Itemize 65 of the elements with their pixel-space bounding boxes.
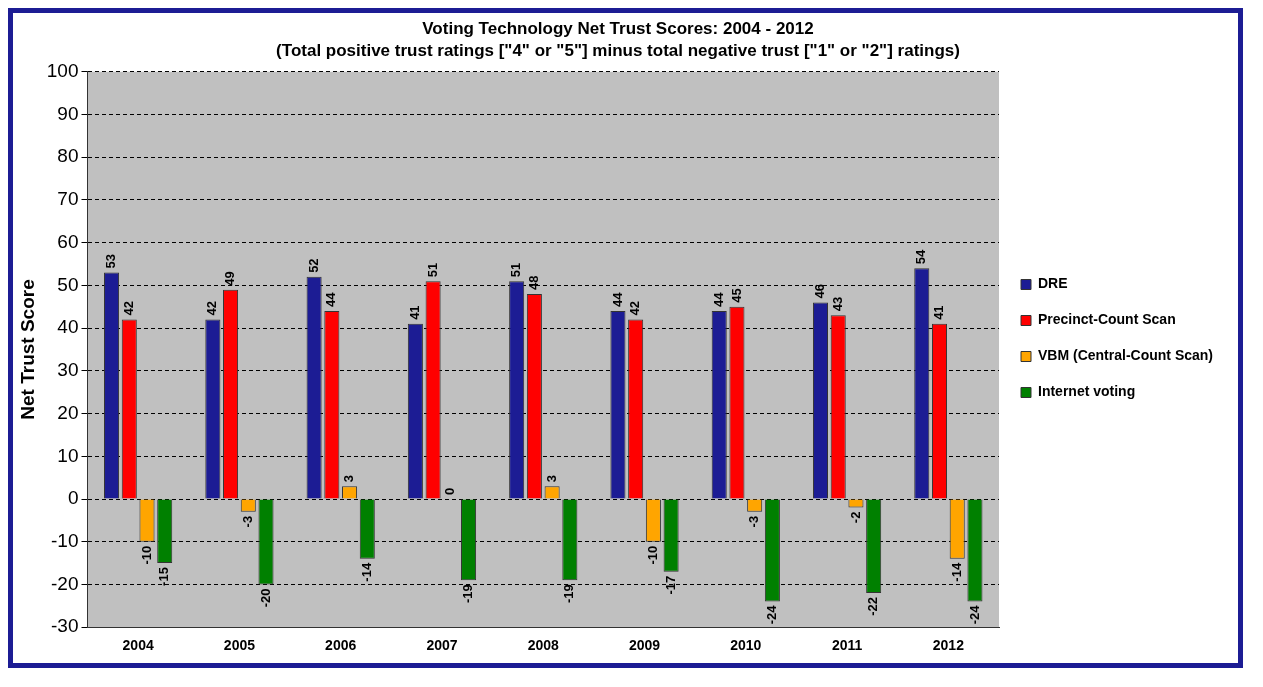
x-tick-label: 2007 [426, 637, 458, 654]
data-label: 42 [627, 301, 643, 316]
data-label: -10 [644, 545, 660, 565]
x-tick-label: 2005 [223, 637, 256, 654]
y-tick-label: 30 [57, 359, 79, 381]
data-label: -24 [966, 604, 982, 625]
data-label: 51 [508, 262, 524, 278]
data-label: 46 [812, 284, 828, 299]
data-label: 41 [406, 305, 422, 320]
data-label: 44 [323, 291, 339, 308]
data-label: 3 [341, 474, 357, 483]
data-label: 51 [424, 262, 440, 278]
data-label: -20 [257, 588, 273, 608]
data-label: -3 [746, 515, 762, 528]
y-tick-label: -20 [51, 572, 79, 594]
y-axis-title: Net Trust Score [16, 279, 38, 420]
legend-label: Precinct-Count Scan [1038, 311, 1176, 328]
data-label: 43 [829, 296, 845, 312]
legend-label: VBM (Central-Count Scan) [1038, 347, 1213, 364]
y-tick-label: 50 [57, 273, 79, 295]
y-tick-label: 70 [57, 188, 79, 210]
data-label: -14 [948, 562, 964, 582]
x-tick-label: 2012 [932, 637, 965, 654]
y-tick-label: 80 [57, 145, 79, 167]
y-tick-label: 60 [57, 230, 79, 252]
data-label: 44 [609, 291, 625, 308]
y-tick-label: 40 [57, 316, 79, 338]
data-label: 53 [103, 254, 119, 269]
data-label: 41 [931, 305, 947, 320]
data-label: -19 [561, 584, 577, 603]
y-tick-label: -10 [51, 529, 79, 551]
legend-label: Internet voting [1038, 383, 1136, 400]
y-tick-label: 100 [46, 60, 79, 82]
y-tick-label: 10 [57, 444, 79, 466]
data-label: -15 [156, 567, 172, 586]
x-tick-label: 2011 [831, 637, 863, 654]
data-label: 52 [305, 258, 321, 273]
y-tick-label: 20 [57, 401, 79, 423]
x-tick-label: 2009 [628, 637, 661, 654]
x-tick-label: 2006 [325, 637, 357, 654]
y-tick-label: 90 [57, 102, 79, 124]
x-tick-label: 2010 [730, 637, 762, 654]
y-tick-label: -30 [51, 615, 79, 637]
data-label: -3 [239, 515, 255, 528]
y-tick-label: 0 [67, 487, 79, 509]
data-label: -24 [763, 604, 779, 625]
x-tick-label: 2004 [122, 637, 154, 654]
data-label: 45 [728, 288, 744, 303]
data-label: -14 [358, 562, 374, 582]
data-label: 42 [204, 301, 220, 316]
legend-label: DRE [1038, 275, 1068, 292]
data-label: -17 [662, 575, 678, 595]
data-label: -22 [865, 597, 881, 616]
data-label: 54 [913, 249, 929, 265]
data-label: -2 [847, 511, 863, 524]
data-label: 49 [222, 271, 238, 286]
data-label: 0 [442, 487, 458, 496]
chart-subtitle: (Total positive trust ratings ["4" or "5"] minus total negative trust ["1" or "2"] ratings) [276, 41, 960, 61]
data-label: -10 [138, 545, 154, 565]
data-label: 3 [543, 474, 559, 483]
x-tick-label: 2008 [527, 637, 560, 654]
chart-title: Voting Technology Net Trust Scores: 2004 - 2012 [422, 18, 814, 38]
data-label: 44 [710, 291, 726, 308]
data-label: -19 [460, 584, 476, 603]
data-label: 42 [120, 301, 136, 316]
